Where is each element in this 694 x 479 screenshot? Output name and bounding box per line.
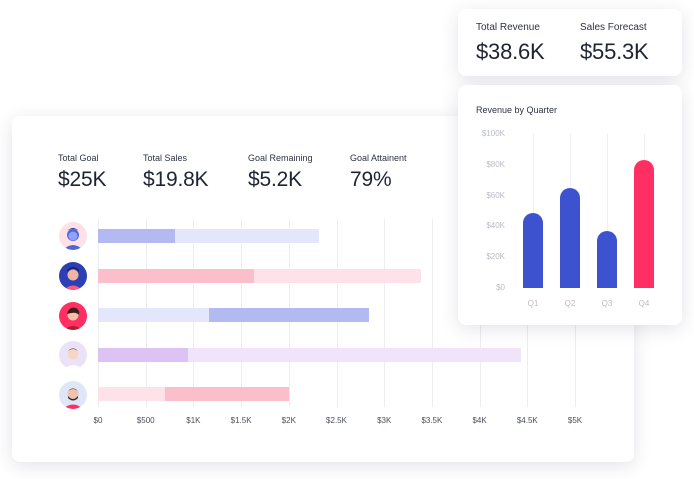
avatar-5-icon[interactable] [59,381,87,409]
kpi-value: $25K [58,168,107,191]
kpi-goal-attainment: Goal Attainent 79% [350,153,407,192]
kpi-label: Sales Forecast [580,22,647,33]
x-tick-label: Q4 [638,299,650,308]
rep-bar-goal [98,348,521,362]
x-tick-label: Q2 [564,299,576,308]
kpi-goal-remaining: Goal Remaining $5.2K [248,153,313,192]
rep-bar-sales[interactable] [164,387,289,401]
x-tick-label: $0 [93,416,103,425]
kpi-sales-forecast: Sales Forecast $55.3K [580,22,649,65]
x-tick-label: $4K [472,416,487,425]
revenue-summary-card [458,9,682,76]
rep-bar-sales[interactable] [98,269,254,283]
x-tick-label: $5K [567,416,583,425]
quarter-bar-q3[interactable] [597,231,617,288]
kpi-value: 79% [350,168,392,191]
kpi-total-sales: Total Sales $19.8K [143,153,209,192]
x-tick-label: Q3 [601,299,613,308]
rep-bar-sales[interactable] [98,229,176,243]
chart-title: Revenue by Quarter [476,105,558,115]
kpi-value: $38.6K [476,39,545,64]
kpi-total-revenue: Total Revenue $38.6K [476,22,545,65]
quarter-bar-q4[interactable] [634,160,654,288]
rep-bar-sales[interactable] [98,348,188,362]
x-tick-label: $1.5K [230,416,252,425]
kpi-label: Total Revenue [476,22,540,33]
avatar-2-icon[interactable] [59,262,87,290]
avatar-4-icon[interactable] [59,341,87,369]
y-tick-label: $20K [486,252,505,262]
grid-line [607,134,608,288]
x-tick-label: $2K [281,416,296,425]
y-tick-label: $100K [481,129,505,138]
x-tick-label: $3.5K [421,416,443,425]
x-tick-label: $1K [186,416,201,425]
grid-line [431,219,433,407]
avatar-1-icon[interactable] [59,222,87,250]
kpi-total-goal: Total Goal $25K [58,153,106,192]
kpi-label: Goal Remaining [248,153,313,163]
quarter-bar-q2[interactable] [560,187,580,288]
y-tick-label: $40K [486,221,505,231]
x-tick-label: $500 [136,416,155,425]
kpi-label: Total Goal [58,153,99,163]
x-tick-label: $2.5K [326,416,347,425]
avatar-3-icon[interactable] [59,302,87,330]
kpi-value: $55.3K [580,39,649,64]
grid-line [384,219,386,407]
y-tick-label: $0 [496,283,505,292]
kpi-value: $19.8K [143,168,209,191]
rep-bar-sales[interactable] [208,308,369,322]
y-tick-label: $60K [486,190,505,200]
grid-line [533,134,534,288]
x-tick-label: $4.5K [516,416,538,425]
x-tick-label: Q1 [527,299,539,308]
kpi-label: Total Sales [143,153,188,163]
quarter-bar-q1[interactable] [523,212,543,288]
kpi-value: $5.2K [248,168,302,191]
x-tick-label: $3K [377,416,392,425]
kpi-label: Goal Attainent [350,153,407,163]
y-tick-label: $80K [486,159,505,169]
